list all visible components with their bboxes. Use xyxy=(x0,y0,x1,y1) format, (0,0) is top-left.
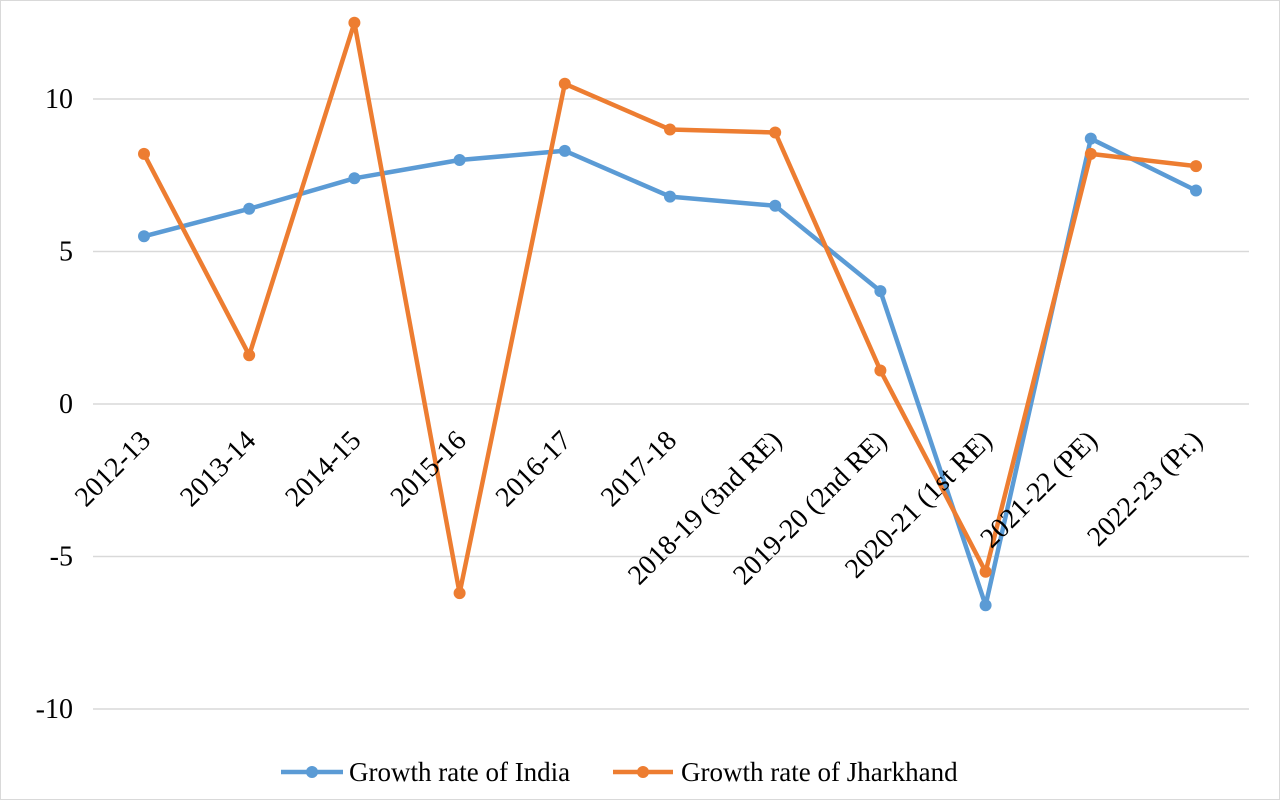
data-point xyxy=(874,285,887,298)
gridlines xyxy=(93,98,1249,710)
data-point xyxy=(348,172,361,185)
data-point xyxy=(1190,160,1202,173)
data-point xyxy=(243,349,256,362)
series-jharkhand xyxy=(138,16,1202,600)
y-tick-label: -5 xyxy=(50,542,73,573)
legend: Growth rate of India Growth rate of Jhar… xyxy=(281,757,958,787)
legend-label-jharkhand: Growth rate of Jharkhand xyxy=(681,757,958,787)
x-tick-label: 2017-18 xyxy=(595,425,683,513)
data-point xyxy=(453,154,466,166)
data-point xyxy=(979,565,992,578)
legend-label-india: Growth rate of India xyxy=(349,757,570,787)
data-point xyxy=(769,199,782,212)
data-point xyxy=(348,16,361,29)
data-point xyxy=(558,144,571,157)
y-tick-label: 10 xyxy=(45,84,73,115)
x-tick-label: 2016-17 xyxy=(490,425,578,513)
legend-marker-jharkhand xyxy=(637,766,649,778)
x-tick-label: 2014-15 xyxy=(279,425,367,513)
data-point xyxy=(138,147,150,160)
data-point xyxy=(138,230,150,243)
y-tick-label: -10 xyxy=(36,694,73,725)
x-tick-label: 2013-14 xyxy=(174,425,262,513)
data-point xyxy=(558,77,571,90)
data-point xyxy=(664,190,676,203)
data-point xyxy=(1084,132,1097,145)
y-tick-label: 5 xyxy=(59,237,73,268)
x-axis-ticks: 2012-13 2013-14 2014-15 2015-16 2016-17 2017-… xyxy=(69,425,1209,591)
legend-marker-india xyxy=(306,766,318,778)
series-india xyxy=(138,132,1202,612)
y-axis-ticks: 10 5 0 -5 -10 xyxy=(36,84,73,725)
data-point xyxy=(1084,147,1097,160)
data-point xyxy=(874,364,887,377)
data-point xyxy=(664,123,676,136)
series-lines xyxy=(138,16,1202,612)
y-tick-label: 0 xyxy=(59,389,73,420)
data-point xyxy=(453,587,466,600)
data-point xyxy=(979,599,992,612)
data-point xyxy=(1190,184,1202,197)
x-tick-label: 2012-13 xyxy=(69,425,157,513)
data-point xyxy=(243,202,256,215)
data-point xyxy=(769,126,782,139)
x-tick-label: 2015-16 xyxy=(385,425,473,513)
